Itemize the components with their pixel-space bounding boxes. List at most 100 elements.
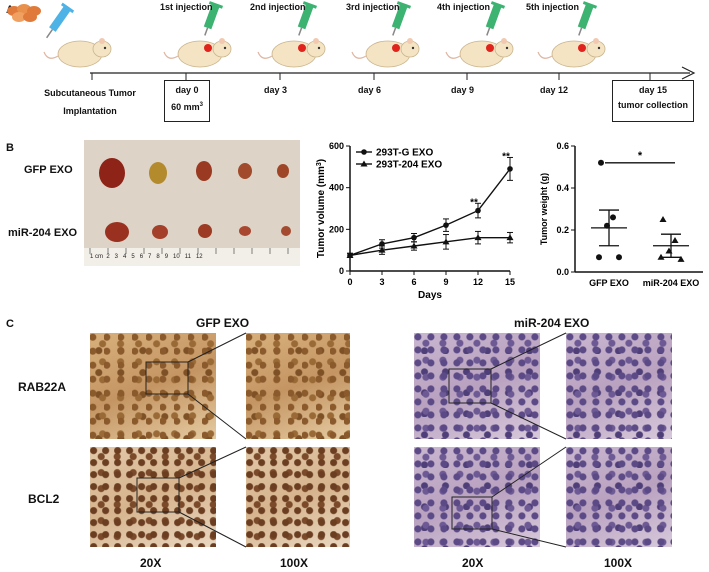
mouse-icon-2: [163, 1, 232, 68]
data-point: [657, 253, 665, 260]
tumor-volume-chart: 0 200 400 600 0 3 6 9 12 15 Days Tumor volume (mm3)…: [316, 141, 516, 301]
syringe-icon-blue: [46, 2, 75, 39]
ihc-bcl2-mir204-20x: [414, 447, 540, 547]
panel-c-label: C: [6, 318, 14, 330]
x-tick-label: 9: [443, 277, 448, 287]
mouse-icon-5: [445, 1, 514, 68]
data-point: [604, 222, 610, 229]
syringe-icon: [485, 1, 506, 36]
ihc-rab22a-gfp-20x: [90, 333, 216, 439]
ihc-bcl2-mir204-100x: [566, 447, 672, 547]
y-axis-label: Tumor weight (g): [539, 173, 549, 245]
mag-label-3: 20X: [462, 556, 484, 570]
data-point: [346, 251, 354, 258]
legend-label: 293T-204 EXO: [376, 160, 442, 171]
tumor-dot: [392, 44, 400, 52]
tumor-cells-icon: [7, 4, 41, 22]
timeline-day3: day 3: [264, 85, 288, 95]
ihc-rab22a-gfp-100x: [246, 333, 350, 439]
data-point: [506, 234, 514, 241]
row-label-bcl2: BCL2: [28, 492, 60, 506]
y-tick-label: 0.2: [556, 225, 569, 235]
row-label-rab22a: RAB22A: [18, 380, 67, 394]
day15-box: day 15 tumor collection: [612, 80, 694, 122]
tumor-dot: [204, 44, 212, 52]
data-point: [596, 254, 602, 261]
x-tick-label: 3: [379, 277, 384, 287]
injection-label-1: 1st injection: [160, 2, 213, 12]
start-label-line1: Subcutaneous Tumor: [44, 88, 136, 98]
data-point: [659, 216, 667, 222]
data-point: [442, 238, 450, 245]
mouse-icon-4: [351, 1, 420, 68]
data-point: [475, 207, 481, 214]
data-point: [616, 254, 622, 261]
significance-label: *: [638, 150, 643, 162]
data-point: [665, 247, 673, 254]
mouse-icon-1: [43, 38, 112, 68]
x-tick-label: 0: [347, 277, 352, 287]
x-tick-label: 12: [473, 277, 483, 287]
mag-label-2: 100X: [280, 556, 309, 570]
tumor-collection-label: tumor collection: [617, 100, 688, 110]
day0-box: day 0 60 mm3: [164, 80, 210, 122]
x-tick-label: 15: [505, 277, 515, 287]
syringe-icon: [391, 1, 412, 36]
legend-marker: [360, 160, 368, 167]
syringe-icon: [203, 1, 224, 36]
significance-label: **: [502, 151, 510, 162]
tumor-weight-chart: 0.0 0.2 0.4 0.6 Tumor weight (g) GFP EXO miR-2…: [539, 141, 703, 288]
photo-label-mir204: miR-204 EXO: [8, 227, 78, 239]
x-category-label: GFP EXO: [589, 278, 629, 288]
data-point: [411, 234, 417, 241]
data-point: [379, 241, 385, 247]
tumor-dot: [486, 44, 494, 52]
y-tick-label: 200: [329, 224, 344, 234]
syringe-icon: [297, 1, 318, 36]
injection-label-2: 2nd injection: [250, 2, 306, 12]
y-axis-label: Tumor volume (mm3): [316, 159, 328, 258]
data-point: [474, 234, 482, 241]
photo-label-gfp: GFP EXO: [24, 164, 73, 176]
significance-label: **: [470, 197, 478, 208]
y-tick-label: 0.6: [556, 141, 569, 151]
y-tick-label: 0.4: [556, 183, 569, 193]
x-category-label: miR-204 EXO: [643, 278, 700, 288]
panel-a-timeline-graphic: [7, 1, 696, 80]
injection-label-4: 4th injection: [437, 2, 491, 12]
ihc-rab22a-mir204-100x: [566, 333, 672, 439]
legend-marker: [361, 149, 367, 155]
day0-label: day 0: [175, 85, 199, 95]
data-point: [378, 246, 386, 253]
tumor-photo-graphic: [84, 140, 300, 266]
tumor-dot: [578, 44, 586, 52]
y-tick-label: 600: [329, 141, 344, 151]
series-line-0: [349, 168, 511, 257]
data-point: [410, 242, 418, 249]
ihc-bcl2-gfp-100x: [246, 447, 350, 547]
mouse-icon-3: [257, 1, 326, 68]
data-point: [507, 166, 513, 172]
ihc-bcl2-gfp-20x: [90, 447, 216, 547]
y-tick-label: 0: [339, 266, 344, 276]
data-point: [677, 255, 685, 262]
x-tick-label: 6: [411, 277, 416, 287]
ruler-numbers: 1 cm 2 3 4 5 6 7 8 9 10 11 12: [90, 254, 203, 260]
day15-label: day 15: [638, 85, 668, 95]
mag-label-1: 20X: [140, 556, 162, 570]
injection-label-5: 5th injection: [526, 2, 580, 12]
day0-volume: 60 mm3: [171, 102, 203, 112]
x-axis-label: Days: [418, 290, 442, 301]
syringe-icon: [577, 1, 598, 36]
data-point: [598, 159, 604, 166]
data-point: [443, 222, 449, 228]
injection-label-3: 3rd injection: [346, 2, 400, 12]
y-tick-label: 400: [329, 183, 344, 193]
legend-label: 293T-G EXO: [376, 148, 433, 159]
mag-label-4: 100X: [604, 556, 633, 570]
group-header-gfp: GFP EXO: [196, 316, 250, 330]
tumor-photo: 1 cm 2 3 4 5 6 7 8 9 10 11 12: [84, 140, 300, 266]
ihc-rab22a-mir204-20x: [414, 333, 540, 439]
data-point: [610, 214, 616, 221]
timeline-day6: day 6: [358, 85, 382, 95]
